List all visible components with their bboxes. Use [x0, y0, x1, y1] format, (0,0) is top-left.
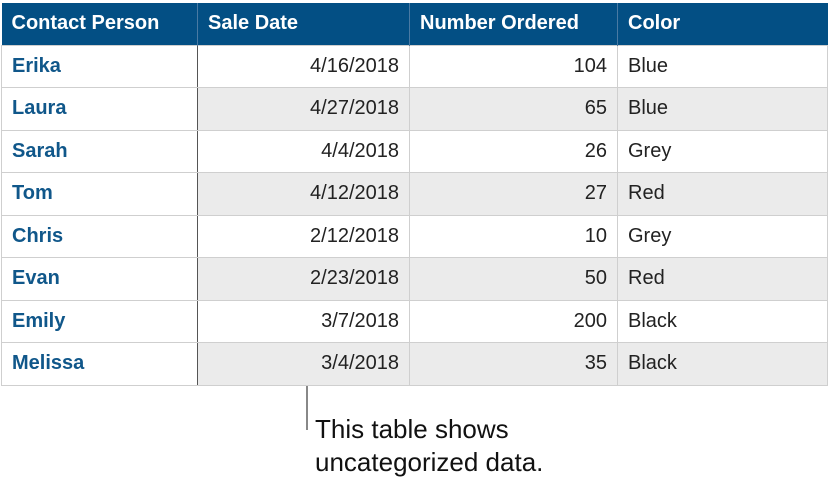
number-ordered-cell[interactable]: 10	[409, 214, 618, 258]
sale-date-cell[interactable]: 2/23/2018	[197, 257, 410, 301]
callout-text: This table shows uncategorized data.	[315, 413, 543, 479]
callout-line-1: This table shows	[315, 414, 509, 444]
color-cell[interactable]: Black	[617, 299, 828, 343]
header-row: Contact Person Sale Date Number Ordered …	[1, 3, 828, 45]
sale-date-cell[interactable]: 4/27/2018	[197, 87, 410, 131]
table-row: Chris 2/12/2018 10 Grey	[1, 214, 828, 258]
color-cell[interactable]: Grey	[617, 129, 828, 173]
contact-person-cell[interactable]: Erika	[1, 44, 198, 88]
contact-person-cell[interactable]: Laura	[1, 87, 198, 131]
table-row: Erika 4/16/2018 104 Blue	[1, 44, 828, 88]
contact-person-cell[interactable]: Tom	[1, 172, 198, 216]
callout-line	[306, 386, 308, 430]
table-row: Melissa 3/4/2018 35 Black	[1, 342, 828, 386]
color-cell[interactable]: Grey	[617, 214, 828, 258]
color-cell[interactable]: Black	[617, 342, 828, 386]
contact-person-cell[interactable]: Chris	[1, 214, 198, 258]
number-ordered-cell[interactable]: 26	[409, 129, 618, 173]
table-row: Tom 4/12/2018 27 Red	[1, 172, 828, 216]
header-number-ordered: Number Ordered	[409, 3, 618, 45]
number-ordered-cell[interactable]: 27	[409, 172, 618, 216]
contact-person-cell[interactable]: Evan	[1, 257, 198, 301]
number-ordered-cell[interactable]: 200	[409, 299, 618, 343]
table-row: Laura 4/27/2018 65 Blue	[1, 87, 828, 131]
sale-date-cell[interactable]: 2/12/2018	[197, 214, 410, 258]
sale-date-cell[interactable]: 4/12/2018	[197, 172, 410, 216]
sale-date-cell[interactable]: 4/16/2018	[197, 44, 410, 88]
number-ordered-cell[interactable]: 50	[409, 257, 618, 301]
sale-date-cell[interactable]: 3/4/2018	[197, 342, 410, 386]
table-row: Emily 3/7/2018 200 Black	[1, 299, 828, 343]
color-cell[interactable]: Red	[617, 257, 828, 301]
callout-line-2: uncategorized data.	[315, 447, 544, 477]
contact-person-cell[interactable]: Melissa	[1, 342, 198, 386]
header-sale-date: Sale Date	[197, 3, 410, 45]
color-cell[interactable]: Blue	[617, 44, 828, 88]
contact-person-cell[interactable]: Sarah	[1, 129, 198, 173]
sale-date-cell[interactable]: 3/7/2018	[197, 299, 410, 343]
table-row: Sarah 4/4/2018 26 Grey	[1, 129, 828, 173]
number-ordered-cell[interactable]: 65	[409, 87, 618, 131]
color-cell[interactable]: Red	[617, 172, 828, 216]
number-ordered-cell[interactable]: 35	[409, 342, 618, 386]
number-ordered-cell[interactable]: 104	[409, 44, 618, 88]
sale-date-cell[interactable]: 4/4/2018	[197, 129, 410, 173]
header-contact-person: Contact Person	[1, 3, 198, 45]
sales-table: Contact Person Sale Date Number Ordered …	[1, 3, 828, 386]
header-color: Color	[617, 3, 828, 45]
table-row: Evan 2/23/2018 50 Red	[1, 257, 828, 301]
color-cell[interactable]: Blue	[617, 87, 828, 131]
contact-person-cell[interactable]: Emily	[1, 299, 198, 343]
